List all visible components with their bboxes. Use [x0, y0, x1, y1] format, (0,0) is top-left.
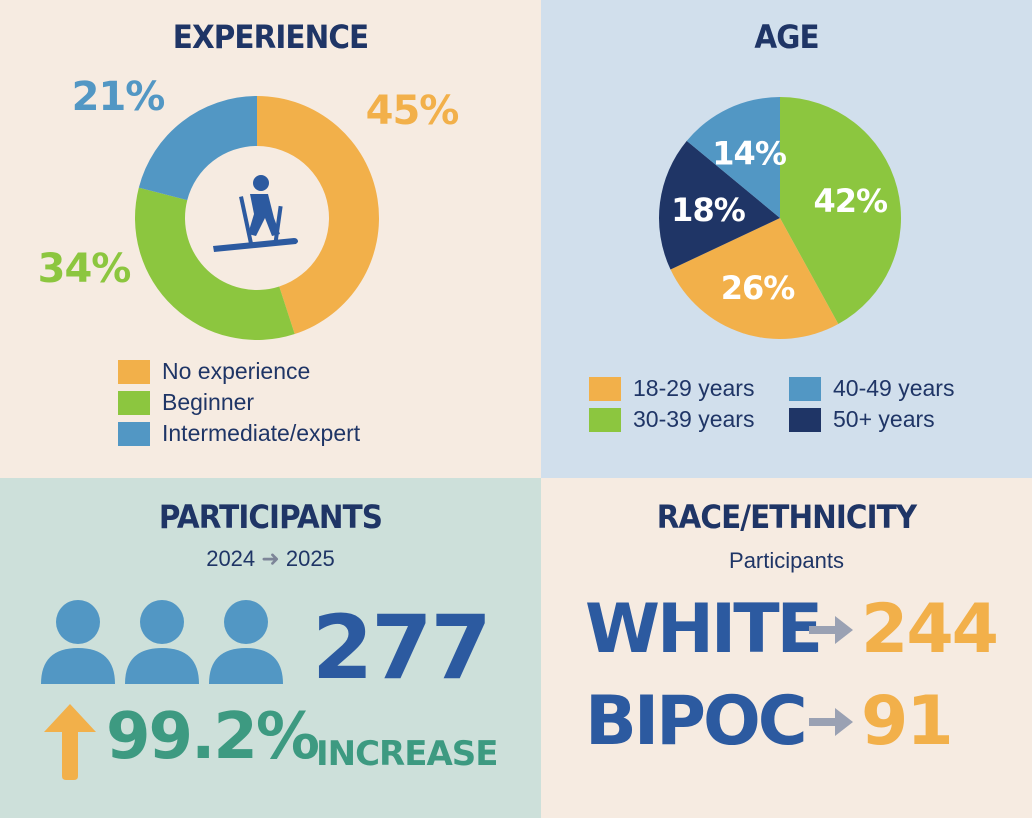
skier-icon	[213, 175, 298, 252]
pie-slice	[670, 218, 839, 339]
legend-item: Intermediate/expert	[118, 418, 360, 449]
legend-label: No experience	[162, 358, 311, 384]
age-chart: 42% 26% 18% 14%	[659, 97, 901, 339]
legend-label: 50+ years	[833, 406, 935, 432]
participants-total: 277	[312, 596, 492, 699]
donut-slice	[257, 96, 380, 335]
pie-slice	[686, 97, 780, 218]
year-from: 2024	[206, 546, 256, 571]
pie-slice	[659, 140, 780, 270]
age-panel: AGE 42% 26% 18% 14% 18-29 years 30-39 years…	[541, 0, 1032, 478]
legend-item: 40-49 years	[789, 373, 954, 404]
race-value-white: 244	[861, 590, 999, 669]
legend-swatch-green	[589, 407, 621, 432]
legend-swatch-orange	[589, 376, 621, 401]
year-range: 2024 ➜ 2025	[0, 546, 541, 572]
legend-swatch-blue	[118, 421, 150, 446]
experience-title: EXPERIENCE	[172, 18, 369, 56]
participants-panel: PARTICIPANTS 2024 ➜ 2025 277 99.2% INCRE…	[0, 478, 541, 818]
pie-slice	[780, 97, 901, 325]
legend-item: 50+ years	[789, 404, 954, 435]
legend-label: Intermediate/expert	[162, 420, 361, 446]
arrow-right-icon	[809, 616, 853, 644]
legend-item: 18-29 years	[589, 373, 754, 404]
race-label-white: WHITE	[585, 590, 823, 669]
legend-label: Beginner	[162, 389, 255, 415]
year-to: 2025	[285, 546, 335, 571]
donut-label: 21%	[72, 74, 165, 120]
race-subtitle: Participants	[729, 548, 844, 573]
arrow-right-icon: ➜	[261, 546, 280, 571]
legend-label: 40-49 years	[833, 375, 955, 401]
experience-legend: No experience Beginner Intermediate/expe…	[118, 356, 360, 449]
donut-label: 45%	[366, 88, 459, 134]
pie-label: 14%	[712, 134, 787, 172]
age-legend: 18-29 years 30-39 years	[589, 373, 754, 435]
person-icon	[209, 600, 283, 684]
race-value-bipoc: 91	[861, 682, 954, 761]
experience-panel: EXPERIENCE 45% 34% 21% No experience Begin…	[0, 0, 541, 478]
legend-swatch-navy	[789, 407, 821, 432]
legend-swatch-green	[118, 390, 150, 415]
person-icon	[41, 600, 115, 684]
increase-label: INCREASE	[316, 734, 498, 774]
legend-swatch-blue	[789, 376, 821, 401]
race-label-bipoc: BIPOC	[585, 682, 808, 761]
race-title: RACE/ETHNICITY	[656, 498, 917, 536]
legend-label: 18-29 years	[633, 375, 755, 401]
arrow-right-icon	[809, 708, 853, 736]
race-panel: RACE/ETHNICITY Participants WHITE 244 BI…	[541, 478, 1032, 818]
legend-label: 30-39 years	[633, 406, 755, 432]
people-icons	[41, 600, 283, 684]
participants-title: PARTICIPANTS	[158, 498, 383, 536]
person-icon	[125, 600, 199, 684]
arrow-up-icon	[44, 704, 96, 780]
pie-label: 26%	[721, 269, 796, 307]
age-legend-col2: 40-49 years 50+ years	[789, 373, 954, 435]
donut-label: 34%	[38, 246, 131, 292]
pie-label: 18%	[671, 191, 746, 229]
pie-label: 42%	[814, 182, 889, 220]
legend-item: Beginner	[118, 387, 360, 418]
experience-chart: 45% 34% 21%	[38, 74, 459, 340]
legend-swatch-orange	[118, 359, 150, 384]
donut-slice	[138, 96, 257, 201]
age-title: AGE	[754, 18, 819, 56]
legend-item: 30-39 years	[589, 404, 754, 435]
increase-value: 99.2%	[106, 700, 320, 774]
donut-slice	[134, 187, 295, 340]
legend-item: No experience	[118, 356, 360, 387]
